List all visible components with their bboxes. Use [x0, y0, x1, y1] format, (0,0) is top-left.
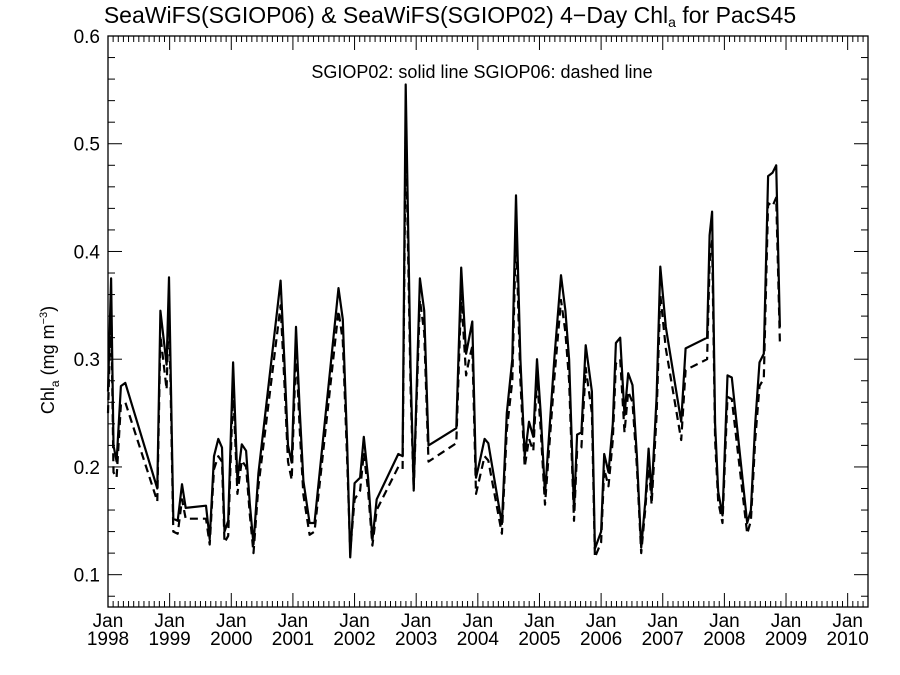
- axes: 0.10.20.30.40.50.6Jan1998Jan1999Jan2000J…: [74, 27, 869, 650]
- chart-title: SeaWiFS(SGIOP06) & SeaWiFS(SGIOP02) 4−Da…: [0, 2, 900, 30]
- x-tick-month-label: Jan: [586, 611, 617, 632]
- y-tick-label: 0.3: [74, 350, 100, 371]
- y-tick-label: 0.1: [74, 566, 100, 587]
- x-tick-month-label: Jan: [154, 611, 185, 632]
- plot-frame: [107, 35, 869, 608]
- x-tick-year-label: 2005: [518, 629, 560, 650]
- x-tick-year-label: 2010: [827, 629, 869, 650]
- series-lines: [106, 83, 781, 559]
- x-tick-year-label: 2007: [642, 629, 684, 650]
- x-tick-year-label: 2003: [395, 629, 437, 650]
- chart-title-suffix: for PacS45: [675, 2, 797, 28]
- x-tick-month-label: Jan: [93, 611, 124, 632]
- x-tick-year-label: 2009: [765, 629, 807, 650]
- x-tick-month-label: Jan: [647, 611, 678, 632]
- x-tick-year-label: 2008: [703, 629, 745, 650]
- x-tick-month-label: Jan: [278, 611, 309, 632]
- chart-title-prefix: SeaWiFS(SGIOP06) & SeaWiFS(SGIOP02) 4−Da…: [103, 2, 669, 28]
- y-tick-label: 0.4: [74, 242, 101, 263]
- x-tick-month-label: Jan: [216, 611, 247, 632]
- x-tick-month-label: Jan: [709, 611, 740, 632]
- y-tick-label: 0.5: [74, 135, 100, 156]
- y-tick-label: 0.6: [74, 27, 100, 48]
- y-tick-label: 0.2: [74, 458, 100, 479]
- x-tick-month-label: Jan: [463, 611, 494, 632]
- x-tick-month-label: Jan: [401, 611, 432, 632]
- sgiop02-solid-line: [106, 83, 781, 559]
- x-tick-year-label: 2001: [272, 629, 314, 650]
- x-tick-year-label: 2004: [457, 629, 500, 650]
- x-tick-year-label: 1999: [148, 629, 190, 650]
- legend-annotation: SGIOP02: solid line SGIOP06: dashed line: [311, 62, 652, 82]
- x-tick-year-label: 1998: [87, 629, 129, 650]
- x-tick-year-label: 2006: [580, 629, 622, 650]
- sgiop06-dashed-line: [106, 121, 781, 559]
- x-tick-year-label: 2000: [210, 629, 252, 650]
- chart-title-subscript: a: [668, 14, 676, 30]
- x-tick-month-label: Jan: [339, 611, 370, 632]
- x-tick-month-label: Jan: [771, 611, 802, 632]
- x-tick-month-label: Jan: [524, 611, 555, 632]
- x-tick-month-label: Jan: [832, 611, 863, 632]
- x-tick-year-label: 2002: [333, 629, 375, 650]
